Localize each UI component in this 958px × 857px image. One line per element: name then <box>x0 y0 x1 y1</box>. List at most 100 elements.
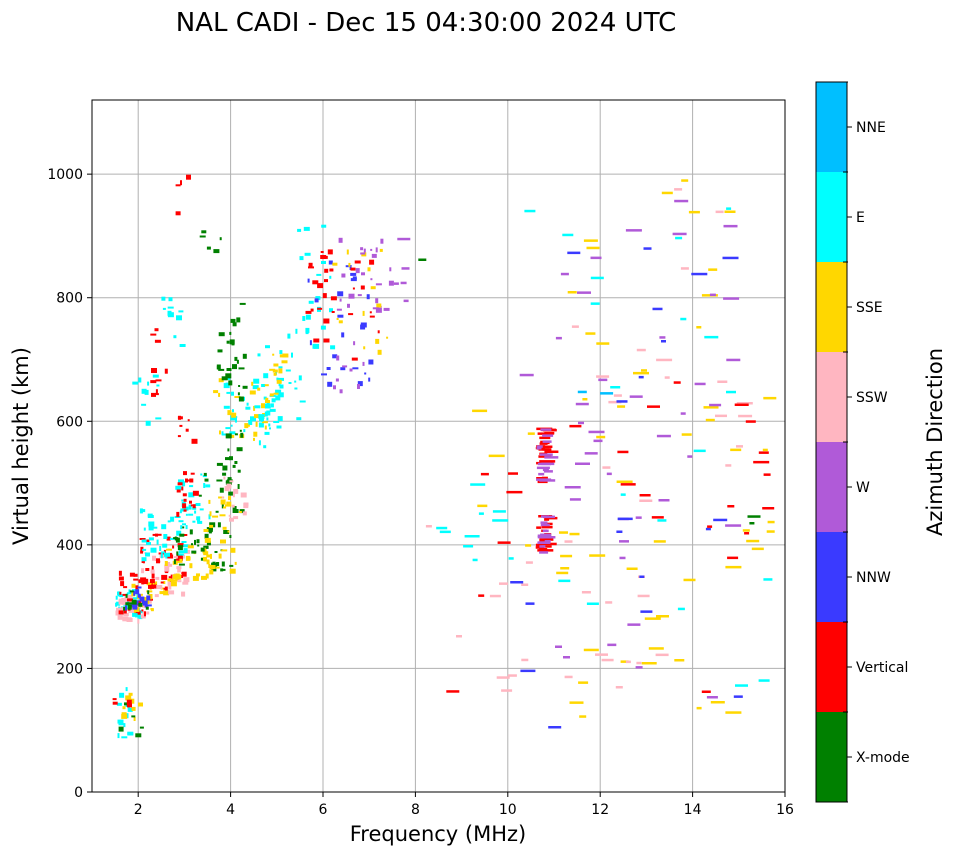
ionogram-echo-nnw <box>520 669 536 673</box>
ionogram-echo-sse <box>224 504 227 507</box>
ionogram-echo-vertical <box>164 368 168 374</box>
ionogram-echo-vertical <box>187 419 190 422</box>
ionogram-echo-vertical <box>141 582 145 585</box>
ionogram-echo-e <box>205 484 211 488</box>
ionogram-echo-x-mode <box>219 237 222 241</box>
ionogram-echo-sse <box>273 372 277 376</box>
ionogram-echo-sse <box>766 530 775 533</box>
ionogram-echo-sse <box>269 368 276 371</box>
ionogram-echo-x-mode <box>139 726 144 729</box>
ionogram-echo-e <box>250 416 256 422</box>
ionogram-echo-e <box>117 733 120 739</box>
ionogram-echo-vertical <box>183 509 187 512</box>
ionogram-echo-sse <box>133 717 136 721</box>
ionogram-echo-sse <box>767 520 775 524</box>
ionogram-echo-e <box>181 499 186 502</box>
ionogram-echo-vertical <box>176 554 182 559</box>
ionogram-echo-x-mode <box>227 448 230 452</box>
ionogram-echo-x-mode <box>214 551 218 553</box>
ionogram-echo-ssw <box>221 496 224 499</box>
colorbar-label: Azimuth Direction <box>923 348 947 536</box>
ionogram-echo-e <box>294 387 298 390</box>
ionogram-echo-e <box>266 410 271 416</box>
ionogram-echo-w <box>725 524 742 527</box>
ionogram-echo-w <box>606 472 612 476</box>
ionogram-echo-e <box>175 485 182 490</box>
ionogram-echo-w <box>588 430 605 434</box>
ionogram-echo-sse <box>338 320 343 324</box>
ionogram-echo-e <box>225 427 231 430</box>
ionogram-echo-sse <box>218 392 221 397</box>
ionogram-echo-vertical <box>538 448 550 451</box>
ionogram-echo-sse <box>189 563 193 569</box>
ionogram-echo-nnw <box>352 367 359 370</box>
ionogram-echo-e <box>173 335 177 339</box>
ionogram-echo-e <box>226 391 231 394</box>
ionogram-echo-x-mode <box>222 472 227 476</box>
ionogram-echo-e <box>492 510 506 513</box>
ionogram-echo-x-mode <box>225 373 232 379</box>
ionogram-echo-sse <box>346 249 349 255</box>
ionogram-echo-ssw <box>229 517 234 522</box>
ionogram-echo-sse <box>122 706 126 710</box>
ionogram-echo-ssw <box>674 188 683 191</box>
ionogram-echo-vertical <box>377 330 380 334</box>
ionogram-echo-x-mode <box>238 396 244 402</box>
ionogram-echo-sse <box>725 565 742 569</box>
ionogram-echo-sse <box>583 648 599 652</box>
ionogram-echo-x-mode <box>234 433 238 436</box>
ionogram-echo-e <box>148 525 154 531</box>
ionogram-echo-x-mode <box>201 230 207 234</box>
ionogram-echo-w <box>540 521 548 524</box>
ionogram-echo-w <box>353 341 356 346</box>
ionogram-echo-sse <box>730 448 742 452</box>
ionogram-echo-vertical <box>154 328 159 332</box>
ionogram-echo-e <box>726 390 736 394</box>
ionogram-echo-sse <box>220 499 226 505</box>
ionogram-echo-sse <box>253 431 258 437</box>
ionogram-echo-ssw <box>525 561 533 564</box>
ionogram-echo-sse <box>208 564 211 568</box>
ionogram-echo-vertical <box>351 357 358 361</box>
ionogram-echo-ssw <box>182 554 185 559</box>
ionogram-echo-vertical <box>348 313 354 316</box>
ionogram-echo-vertical <box>369 259 375 265</box>
x-tick-label: 2 <box>134 802 143 818</box>
ionogram-echo-nnw <box>321 373 327 376</box>
ionogram-echo-nnw <box>617 517 633 521</box>
ionogram-echo-e <box>197 518 200 523</box>
ionogram-echo-e <box>492 519 509 522</box>
colorbar-segment-vertical <box>816 622 847 712</box>
ionogram-echo-e <box>159 546 162 551</box>
ionogram-echo-e <box>276 377 279 381</box>
ionogram-echo-e <box>261 416 263 422</box>
ionogram-echo-w <box>694 382 706 386</box>
ionogram-echo-w <box>336 308 342 311</box>
ionogram-echo-nnw <box>137 586 142 589</box>
ionogram-echo-vertical <box>539 538 554 541</box>
ionogram-echo-x-mode <box>215 510 219 513</box>
ionogram-echo-vertical <box>541 445 553 448</box>
ionogram-echo-x-mode <box>135 733 142 738</box>
ionogram-echo-ssw <box>242 511 247 516</box>
ionogram-echo-e <box>248 420 253 425</box>
ionogram-echo-sse <box>218 553 222 559</box>
ionogram-echo-vertical <box>753 460 770 464</box>
ionogram-echo-ssw <box>128 601 132 604</box>
ionogram-echo-vertical <box>651 516 664 519</box>
ionogram-echo-ssw <box>521 583 529 586</box>
ionogram-echo-nnw <box>616 530 623 533</box>
ionogram-echo-e <box>252 385 259 390</box>
ionogram-echo-sse <box>616 480 633 483</box>
ionogram-echo-sse <box>708 268 718 271</box>
ionogram-echo-ssw <box>224 486 230 492</box>
plot-background <box>92 100 785 792</box>
ionogram-echo-ssw <box>637 594 650 598</box>
ionogram-echo-e <box>258 440 261 446</box>
ionogram-echo-nnw <box>314 298 319 303</box>
ionogram-echo-sse <box>121 713 128 719</box>
colorbar: X-mode Vertical NNW W SSW SSE E NNE <box>815 81 910 803</box>
colorbar-tick-label: Vertical <box>856 660 908 676</box>
ionogram-echo-sse <box>683 578 696 582</box>
ionogram-echo-e <box>178 550 185 554</box>
